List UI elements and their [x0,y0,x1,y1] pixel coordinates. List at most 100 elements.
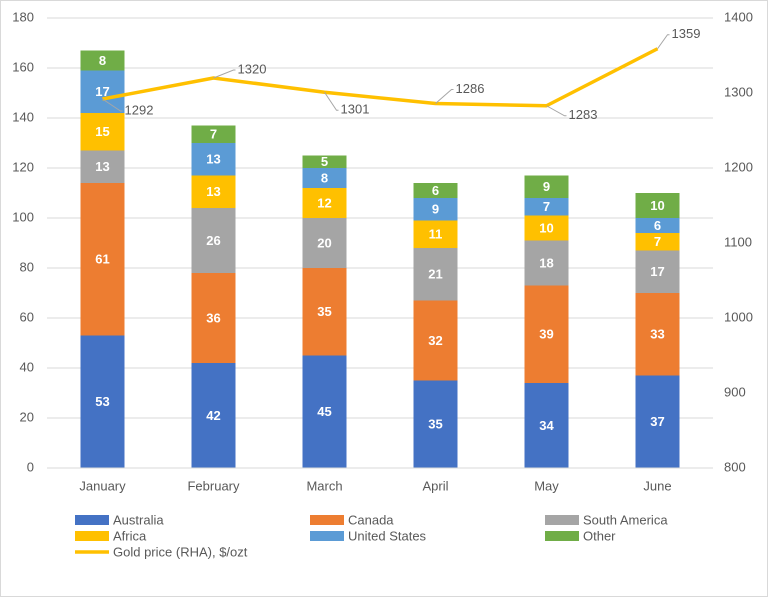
data-label: 10 [650,198,664,213]
data-label: 61 [95,252,109,267]
bar-segment [635,250,680,293]
x-tick-label: April [422,478,448,493]
data-label: 7 [654,234,661,249]
bar-segment [413,220,458,248]
bar-segment [302,168,347,188]
y2-tick-label: 1400 [724,9,753,24]
y-tick-label: 120 [12,159,34,174]
data-label: 7 [210,127,217,142]
legend-swatch [75,515,109,525]
y2-tick-label: 1200 [724,159,753,174]
bar-segment [302,218,347,268]
bar-segment [80,70,125,113]
data-label: 45 [317,404,331,419]
line-label: 1283 [569,107,598,122]
bar-segment [191,143,236,176]
data-label: 13 [206,184,220,199]
x-tick-label: January [79,478,126,493]
data-label: 6 [654,218,661,233]
bar-segment [80,335,125,468]
data-label: 39 [539,327,553,342]
data-label: 35 [317,304,331,319]
bar-segment [191,208,236,273]
legend-label: Australia [113,512,164,527]
y-tick-label: 0 [27,459,34,474]
legend-label: South America [583,512,668,527]
legend-swatch [545,531,579,541]
leader-line [657,34,670,50]
bar-segment [191,273,236,363]
line-series [102,47,659,108]
bar-segment [191,125,236,143]
bar-segment [302,355,347,468]
y-tick-label: 40 [20,359,34,374]
line-label: 1292 [125,102,154,117]
data-label: 35 [428,417,442,432]
data-label: 9 [543,179,550,194]
bar-segment [80,113,125,151]
data-label: 33 [650,327,664,342]
y2-tick-label: 1300 [724,84,753,99]
leader-line [213,69,236,79]
bar-segment [635,233,680,251]
bar-segment [524,215,569,241]
y2-tick-label: 1000 [724,309,753,324]
data-label: 13 [95,159,109,174]
y2-tick-label: 900 [724,384,746,399]
bar-segment [413,183,458,198]
data-label: 17 [650,264,664,279]
data-label: 8 [99,53,106,68]
legend-swatch [310,531,344,541]
data-label: 26 [206,233,220,248]
line-label: 1320 [238,61,267,76]
bar-segment [524,240,569,286]
y2-tick-label: 800 [724,459,746,474]
bar-segment [413,380,458,468]
bar-segment [635,375,680,468]
bar-segment [413,198,458,221]
data-label: 11 [429,227,443,242]
legend-label: Canada [348,512,394,527]
y-tick-label: 80 [20,259,34,274]
data-label: 18 [539,255,553,270]
bar-segment [80,50,125,71]
y-tick-label: 100 [12,209,34,224]
data-label: 15 [95,124,109,139]
legend-label: Africa [113,528,147,543]
x-tick-label: June [643,478,671,493]
legend-swatch [75,531,109,541]
data-label: 7 [543,199,550,214]
data-label: 17 [95,84,109,99]
legend-label: Other [583,528,616,543]
bar-segment [80,183,125,336]
data-label: 37 [650,414,664,429]
bar-segment [524,285,569,383]
data-label: 34 [539,418,554,433]
bar-segment [524,175,569,198]
data-label: 9 [432,202,439,217]
line-label: 1301 [341,102,370,117]
leader-line [435,89,454,104]
legend-swatch [545,515,579,525]
bar-segment [413,248,458,301]
y-tick-label: 140 [12,109,34,124]
data-label: 8 [321,170,328,185]
y2-tick-label: 1100 [724,234,752,249]
bar-segment [80,150,125,183]
legend-label: United States [348,528,427,543]
data-label: 32 [428,333,442,348]
y-tick-label: 180 [12,9,34,24]
leader-line [324,91,339,111]
y-tick-label: 60 [20,309,34,324]
bar-segment [635,293,680,376]
data-label: 13 [206,152,220,167]
data-label: 42 [206,408,220,423]
data-label: 53 [95,394,109,409]
bar-segment [302,155,347,168]
leader-line [546,105,567,117]
bar-segment [413,300,458,381]
bar-segment [635,193,680,218]
line-label: 1359 [672,26,701,41]
data-label: 20 [317,235,331,250]
